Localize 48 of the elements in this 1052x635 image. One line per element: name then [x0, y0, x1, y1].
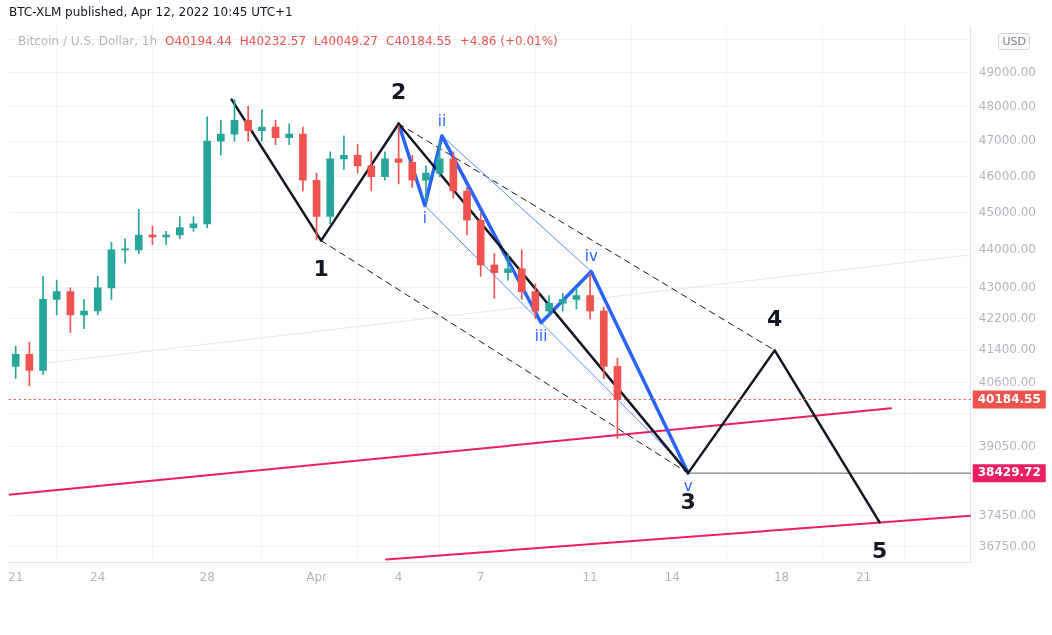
candlestick	[217, 119, 225, 156]
x-tick-label: 11	[582, 569, 598, 584]
y-tick-label: 40600.00	[978, 374, 1037, 389]
y-tick-label: 43000.00	[978, 279, 1037, 294]
candlestick	[258, 109, 266, 142]
y-tick-label: 46000.00	[978, 168, 1037, 183]
x-tick-label: 18	[773, 569, 790, 584]
annotation: iv	[584, 247, 598, 266]
x-tick-label: 21	[855, 569, 872, 584]
annotation: +4.86 (+0.01%)	[459, 34, 558, 48]
annotation: ii	[437, 111, 447, 130]
y-tick-label: 37450.00	[978, 507, 1037, 522]
candlestick	[80, 299, 88, 329]
y-tick-label: 39050.00	[978, 438, 1037, 453]
y-tick-label: 44000.00	[978, 242, 1037, 257]
y-tick-label: 47000.00	[978, 133, 1037, 148]
candlestick	[285, 123, 294, 146]
annotation: L40049.27	[314, 34, 379, 48]
x-tick-label: Apr	[306, 569, 328, 584]
annotation: H40232.57	[239, 34, 307, 48]
candlestick	[340, 135, 348, 170]
ref-line-label: 40184.55	[977, 391, 1041, 406]
annotation: i	[422, 209, 427, 228]
annotation: 2	[390, 79, 407, 105]
y-axis-title: USD	[998, 33, 1030, 50]
x-tick-label: 7	[476, 569, 485, 584]
y-tick-label: 49000.00	[978, 64, 1037, 79]
annotation: 38429.72	[977, 465, 1041, 480]
candlestick	[504, 253, 512, 281]
candlestick	[422, 165, 430, 203]
x-tick-label: 14	[664, 569, 680, 584]
y-tick-label: 48000.00	[978, 98, 1037, 113]
y-tick-label: 42200.00	[978, 310, 1037, 325]
annotation: iii	[534, 326, 548, 345]
y-tick-label: 41400.00	[978, 342, 1037, 357]
annotation: 1	[313, 256, 329, 282]
x-tick-label: 21	[8, 569, 24, 584]
y-tick-label: 36750.00	[978, 538, 1037, 553]
annotation: O40194.44	[165, 34, 232, 48]
annotation: 5	[871, 538, 888, 564]
text: Bitcoin / U.S. Dollar, 1h	[18, 34, 158, 48]
x-tick-label: 4	[394, 569, 403, 584]
x-tick-label: 24	[90, 569, 106, 584]
x-tick-label: 28	[199, 569, 215, 584]
chart-title: BTC-XLM published, Apr 12, 2022 10:45 UTC+1	[9, 5, 293, 19]
annotation: C40184.55	[386, 34, 452, 48]
y-tick-label: 45000.00	[978, 205, 1037, 219]
annotation: 4	[767, 306, 783, 332]
